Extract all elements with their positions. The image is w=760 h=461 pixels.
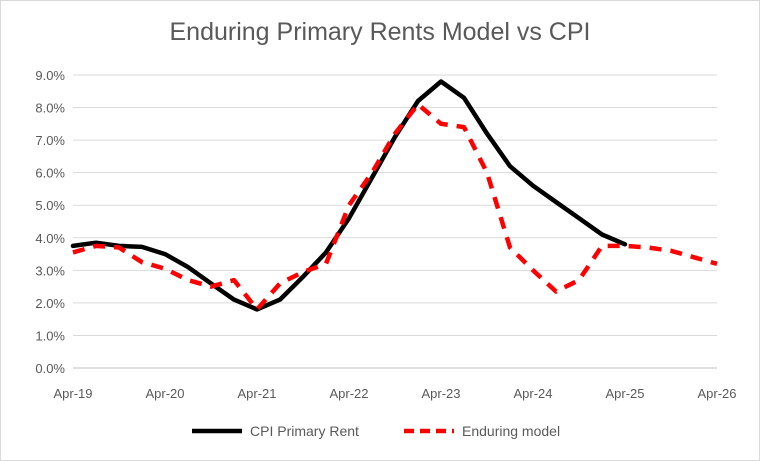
- y-tick-label: 7.0%: [35, 133, 65, 148]
- y-axis-ticks: 0.0% 1.0% 2.0% 3.0% 4.0% 5.0% 6.0% 7.0% 8.0% 9.0%: [35, 68, 65, 376]
- y-tick-label: 9.0%: [35, 68, 65, 83]
- gridlines: [73, 74, 717, 336]
- x-tick-label: Apr-26: [697, 386, 736, 401]
- series-line-enduring-model: [72, 102, 718, 312]
- x-tick-label: Apr-20: [145, 386, 184, 401]
- x-tick-label: Apr-22: [329, 386, 368, 401]
- x-tick-label: Apr-19: [53, 386, 92, 401]
- series-line-cpi-primary-rent: [70, 79, 628, 312]
- x-tick-label: Apr-23: [421, 386, 460, 401]
- chart-title: Enduring Primary Rents Model vs CPI: [169, 18, 591, 46]
- y-tick-label: 6.0%: [35, 166, 65, 181]
- y-tick-label: 1.0%: [35, 328, 65, 343]
- y-tick-label: 0.0%: [35, 361, 65, 376]
- y-tick-label: 5.0%: [35, 198, 65, 213]
- x-axis-ticks: Apr-19 Apr-20 Apr-21 Apr-22 Apr-23 Apr-24 Apr-…: [53, 386, 736, 401]
- y-tick-label: 2.0%: [35, 296, 65, 311]
- x-tick-label: Apr-25: [605, 386, 644, 401]
- legend: CPI Primary Rent Enduring model: [192, 423, 560, 439]
- y-tick-label: 4.0%: [35, 231, 65, 246]
- x-tick-label: Apr-21: [237, 386, 276, 401]
- legend-label: Enduring model: [462, 423, 560, 439]
- y-tick-label: 8.0%: [35, 101, 65, 116]
- x-tick-label: Apr-24: [513, 386, 552, 401]
- legend-label: CPI Primary Rent: [250, 423, 359, 439]
- series-lines: [70, 79, 718, 312]
- y-tick-label: 3.0%: [35, 263, 65, 278]
